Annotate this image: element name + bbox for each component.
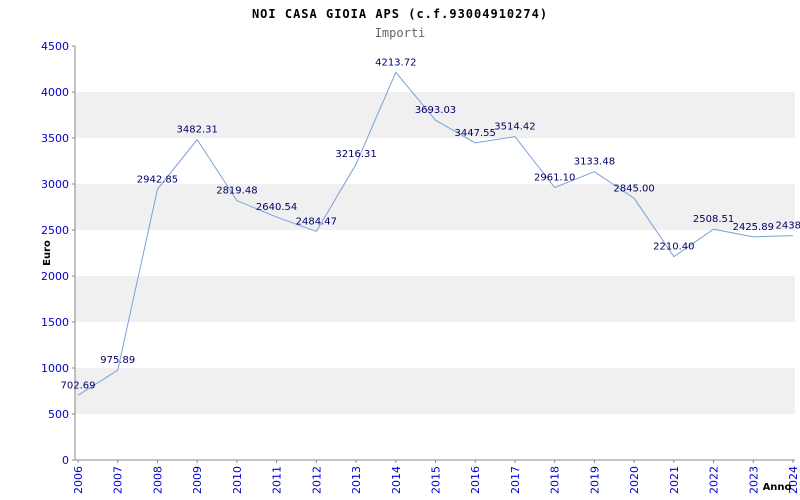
- point-label: 2508.51: [693, 214, 734, 225]
- point-label: 2425.89: [733, 222, 774, 233]
- chart-subtitle: Importi: [374, 26, 426, 40]
- y-tick-label: 4500: [41, 40, 69, 53]
- point-label: 2845.00: [613, 183, 654, 194]
- point-label: 4213.72: [375, 57, 416, 68]
- point-label: 2210.40: [653, 242, 694, 253]
- point-label: 2819.48: [216, 186, 257, 197]
- x-tick-label: 2009: [191, 466, 204, 494]
- x-tick-label: 2020: [628, 466, 641, 494]
- x-tick-label: 2023: [747, 466, 760, 494]
- point-label: 3133.48: [574, 157, 615, 168]
- x-tick-label: 2014: [390, 466, 403, 494]
- x-tick-label: 2007: [112, 466, 125, 494]
- x-tick-label: 2018: [549, 466, 562, 494]
- point-label: 2438.8: [776, 221, 800, 232]
- point-label: 3447.55: [455, 128, 496, 139]
- y-tick-label: 0: [62, 454, 69, 467]
- grid-band: [75, 92, 795, 138]
- x-tick-label: 2016: [469, 466, 482, 494]
- grid-band: [75, 184, 795, 230]
- x-tick-label: 2010: [231, 466, 244, 494]
- point-label: 3514.42: [494, 122, 535, 133]
- grid-band: [75, 368, 795, 414]
- y-tick-label: 4000: [41, 86, 69, 99]
- x-tick-label: 2022: [708, 466, 721, 494]
- y-axis-title: Euro: [42, 240, 53, 266]
- x-axis-title: Anno: [763, 482, 792, 493]
- x-tick-label: 2012: [310, 466, 323, 494]
- point-label: 2484.47: [296, 216, 337, 227]
- point-label: 975.89: [100, 355, 135, 366]
- chart-title: NOI CASA GIOIA APS (c.f.93004910274): [251, 7, 549, 21]
- y-tick-label: 3500: [41, 132, 69, 145]
- data-line: [77, 71, 794, 396]
- y-tick-label: 1500: [41, 316, 69, 329]
- y-tick-label: 3000: [41, 178, 69, 191]
- y-tick-label: 2000: [41, 270, 69, 283]
- point-label: 2640.54: [256, 202, 297, 213]
- y-tick-label: 1000: [41, 362, 69, 375]
- point-label: 702.69: [61, 380, 96, 391]
- x-tick-label: 2006: [72, 466, 85, 494]
- x-tick-label: 2011: [271, 466, 284, 494]
- x-tick-label: 2013: [350, 466, 363, 494]
- point-label: 3482.31: [176, 125, 217, 136]
- point-label: 3216.31: [335, 149, 376, 160]
- point-label: 3693.03: [415, 105, 456, 116]
- y-tick-label: 2500: [41, 224, 69, 237]
- x-tick-label: 2017: [509, 466, 522, 494]
- x-tick-label: 2019: [588, 466, 601, 494]
- x-tick-label: 2021: [668, 466, 681, 494]
- point-label: 2942.85: [137, 174, 178, 185]
- x-tick-label: 2008: [151, 466, 164, 494]
- x-tick-label: 2015: [430, 466, 443, 494]
- x-tick-label: 2024: [787, 466, 800, 494]
- grid-band: [75, 276, 795, 322]
- point-label: 2961.10: [534, 173, 575, 184]
- y-tick-label: 500: [48, 408, 69, 421]
